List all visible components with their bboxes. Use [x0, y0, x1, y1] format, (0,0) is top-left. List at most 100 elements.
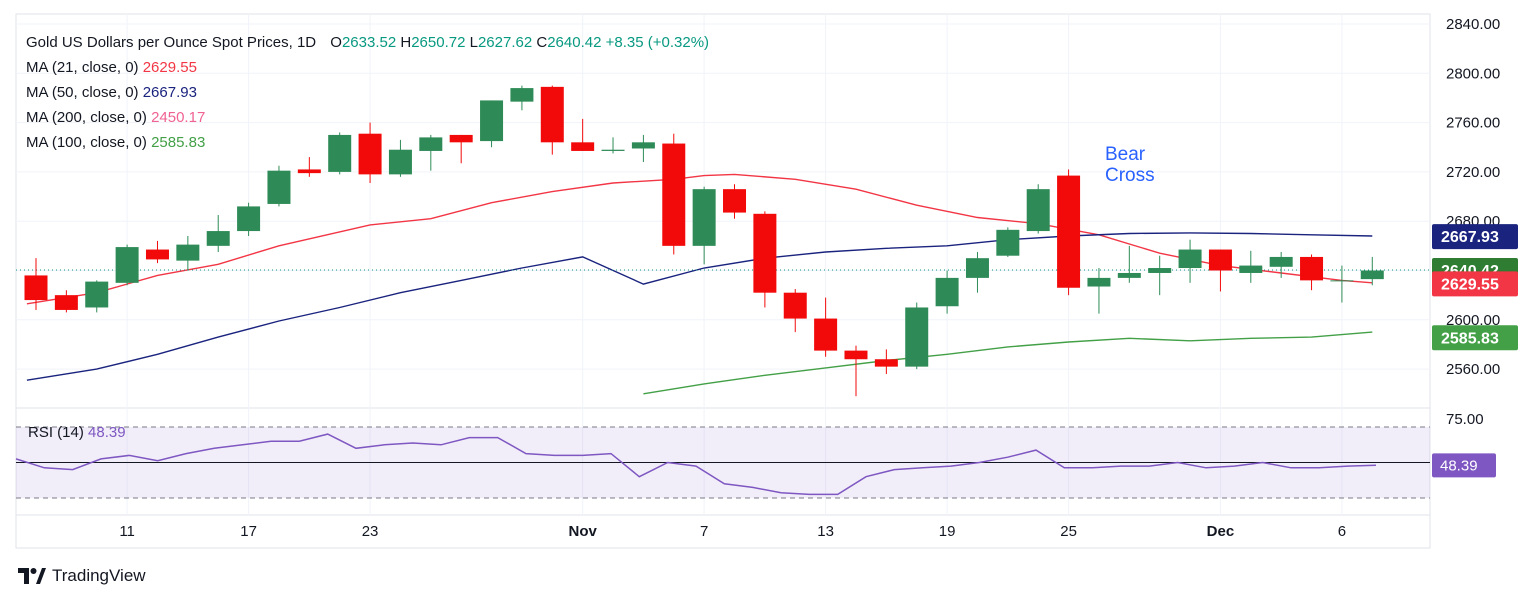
tradingview-logo-icon: [18, 568, 46, 584]
candle: [631, 134, 655, 163]
x-tick-label: Dec: [1207, 523, 1235, 540]
rsi-tick-label: 75.00: [1446, 411, 1484, 428]
ma21-line: [26, 173, 1373, 305]
rsi-band: 48.39: [15, 426, 1496, 499]
candle-body: [1330, 280, 1354, 282]
candle: [874, 349, 898, 375]
y-tick-label: 2840.00: [1446, 16, 1500, 33]
low-label: L: [469, 34, 478, 51]
ma50-value: 2667.93: [142, 84, 197, 101]
candle-body: [115, 247, 139, 283]
candle: [419, 134, 443, 171]
ma100-value: 2585.83: [151, 134, 206, 151]
candle: [480, 100, 504, 148]
candle-body: [145, 249, 169, 260]
candle: [267, 165, 291, 207]
candle-body: [24, 275, 48, 301]
candle: [814, 297, 838, 357]
close-value: 2640.42: [547, 34, 602, 51]
rsi-line: [15, 433, 1377, 496]
candle-body: [1087, 277, 1111, 287]
candle: [723, 184, 747, 219]
candle-body: [631, 142, 655, 149]
ma100-line: [643, 331, 1373, 395]
candle: [449, 134, 473, 164]
candle: [510, 85, 534, 111]
rsi-value-label-text: 48.39: [1440, 457, 1478, 474]
price-axis-label: 2629.55: [1432, 271, 1518, 297]
candle-body: [540, 86, 564, 143]
chart-legend: Gold US Dollars per Ounce Spot Prices, 1…: [26, 30, 709, 155]
candle-body: [85, 281, 109, 308]
candle: [1208, 249, 1232, 292]
candle: [905, 302, 929, 370]
candle: [965, 252, 989, 293]
legend-ma50[interactable]: MA (50, close, 0) 2667.93: [26, 80, 709, 105]
candle-body: [905, 307, 929, 367]
chart-frame: [15, 13, 1431, 549]
ma50-line: [26, 232, 1373, 381]
candle: [176, 235, 200, 271]
candle: [328, 132, 352, 175]
x-tick-label: 6: [1338, 523, 1346, 540]
candle-body: [54, 295, 78, 310]
candle: [783, 288, 807, 333]
candle-body: [297, 169, 321, 174]
candle-body: [753, 213, 777, 293]
rsi-value-label-bg: [1432, 453, 1496, 478]
moving-average-lines: [16, 173, 1430, 395]
open-label: O: [330, 34, 342, 51]
legend-ma200[interactable]: MA (200, close, 0) 2450.17: [26, 105, 709, 130]
price-axis-label-text: 2629.55: [1441, 276, 1499, 293]
candle-body: [1269, 256, 1293, 267]
legend-ma21[interactable]: MA (21, close, 0) 2629.55: [26, 55, 709, 80]
y-tick-label: 2600.00: [1446, 312, 1500, 329]
tradingview-brand[interactable]: TradingView: [18, 566, 146, 586]
annotation-line2: Cross: [1105, 165, 1155, 186]
price-axis-label: 2585.83: [1432, 325, 1518, 351]
candle-body: [1239, 265, 1263, 273]
rsi-value: 48.39: [88, 424, 126, 441]
candle: [662, 133, 686, 255]
candle-body: [571, 142, 595, 151]
y-tick-label: 2760.00: [1446, 115, 1500, 132]
candle-body: [1360, 270, 1384, 280]
candle: [358, 122, 382, 183]
annotation-line1: Bear: [1105, 144, 1146, 165]
ma21-label: MA (21, close, 0): [26, 59, 139, 76]
price-axis-label-bg: [1432, 224, 1518, 250]
candle-body: [1117, 272, 1141, 278]
candle-body: [935, 277, 959, 307]
candle-body: [996, 229, 1020, 256]
candle-body: [206, 231, 230, 246]
candle: [24, 258, 48, 310]
candle: [540, 85, 564, 155]
x-tick-label: 13: [817, 523, 834, 540]
y-tick-label: 2720.00: [1446, 164, 1500, 181]
candle-body: [388, 149, 412, 175]
candle-body: [965, 258, 989, 278]
candle-body: [723, 189, 747, 213]
legend-ma100[interactable]: MA (100, close, 0) 2585.83: [26, 130, 709, 155]
rsi-label: RSI (14): [28, 424, 84, 441]
x-tick-label: Nov: [568, 523, 597, 540]
ma200-label: MA (200, close, 0): [26, 109, 147, 126]
candle: [1330, 265, 1354, 303]
candle: [1360, 256, 1384, 286]
ma50-label: MA (50, close, 0): [26, 84, 139, 101]
candle-body: [1057, 175, 1081, 288]
candle: [1117, 245, 1141, 283]
candle: [1239, 250, 1263, 283]
symbol-title[interactable]: Gold US Dollars per Ounce Spot Prices, 1…: [26, 34, 317, 51]
candle-body: [1300, 256, 1324, 281]
candle-body: [176, 244, 200, 261]
rsi-legend[interactable]: RSI (14) 48.39: [28, 424, 126, 441]
candle-body: [480, 100, 504, 142]
candle-body: [601, 149, 625, 151]
candle-body: [237, 206, 261, 232]
candle-body: [328, 134, 352, 172]
price-axis-label-bg: [1432, 271, 1518, 297]
high-value: 2650.72: [411, 34, 466, 51]
